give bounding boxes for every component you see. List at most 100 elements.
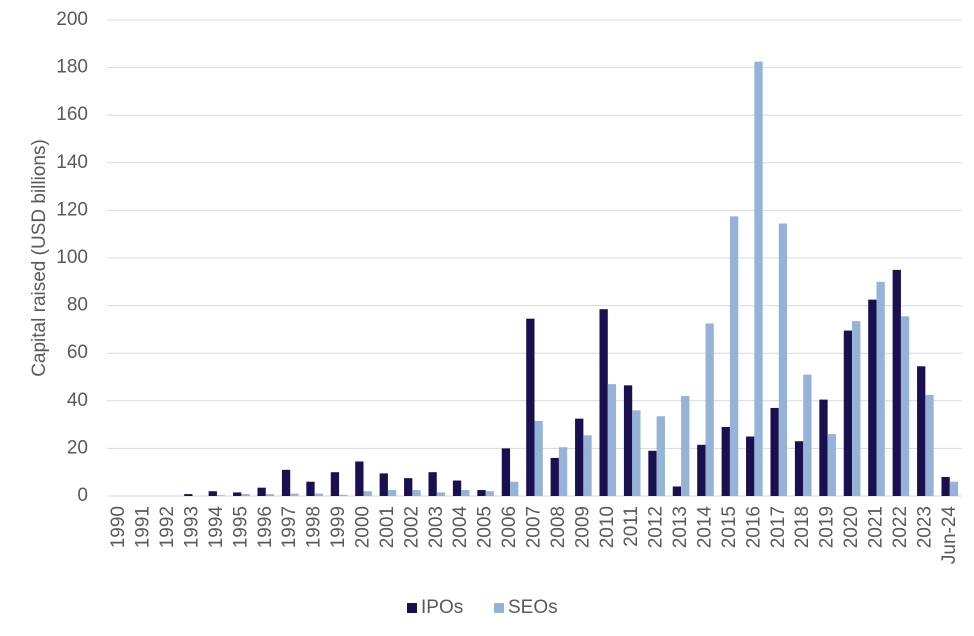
y-tick-label: 180 — [56, 57, 88, 78]
bar — [184, 494, 193, 496]
bar — [648, 450, 657, 496]
bar — [558, 447, 568, 496]
bar — [656, 416, 665, 496]
bar — [900, 316, 910, 496]
bar — [729, 216, 739, 496]
x-tick-label: 1993 — [182, 506, 203, 548]
bar — [754, 61, 763, 497]
y-tick-label: 120 — [56, 199, 88, 220]
bar — [379, 473, 388, 496]
y-tick-label: 160 — [56, 104, 88, 125]
x-tick-label: 1990 — [108, 506, 129, 548]
bar — [387, 490, 397, 496]
bar — [257, 487, 266, 496]
bar — [949, 481, 959, 496]
bar — [852, 321, 861, 496]
x-tick-label: 2010 — [597, 506, 618, 548]
y-tick-label: 0 — [77, 485, 88, 506]
x-tick-label: 2007 — [524, 506, 545, 548]
bar — [925, 394, 934, 496]
x-tick-label: 2011 — [621, 506, 642, 547]
bar — [412, 490, 421, 496]
bar — [746, 436, 755, 496]
y-tick-label: 80 — [67, 295, 88, 316]
x-tick-label: 2004 — [450, 506, 471, 549]
bar — [550, 457, 559, 496]
x-tick-label: 2023 — [914, 506, 935, 548]
x-tick-label: 2009 — [572, 506, 593, 548]
y-axis-label: Capital raised (USD billions) — [29, 139, 50, 377]
x-tick-label: 1996 — [255, 506, 276, 548]
x-tick-label: 2012 — [646, 506, 667, 548]
x-tick-label: 2020 — [841, 506, 862, 548]
x-tick-label: 2022 — [890, 506, 911, 548]
y-tick-label: 40 — [67, 390, 88, 411]
x-tick-label: 2019 — [817, 506, 838, 548]
x-tick-label: 2001 — [377, 506, 398, 548]
bar — [819, 399, 828, 496]
bar — [526, 318, 535, 496]
x-tick-label: 2018 — [792, 506, 813, 548]
bar — [241, 494, 250, 496]
x-tick-label: 1991 — [133, 506, 154, 548]
y-tick-label: 60 — [67, 342, 88, 363]
y-tick-label: 140 — [56, 152, 88, 173]
legend-swatch — [407, 603, 417, 613]
bar — [843, 330, 853, 496]
x-tick-label: 2008 — [548, 506, 569, 548]
bar — [339, 494, 348, 496]
bar — [233, 492, 242, 496]
bar — [436, 492, 446, 496]
bar — [306, 481, 315, 496]
x-tick-label: 2015 — [719, 506, 740, 548]
bar — [534, 421, 543, 496]
bar — [363, 491, 372, 496]
bar — [917, 366, 926, 496]
x-tick-label: 1995 — [230, 506, 251, 548]
x-tick-label: 2000 — [353, 506, 374, 548]
bar — [330, 472, 340, 496]
bar — [452, 480, 462, 496]
bar — [892, 269, 901, 496]
bar — [672, 486, 682, 496]
bar — [623, 385, 633, 496]
x-tick-label: 2005 — [475, 506, 496, 548]
bar — [827, 434, 836, 496]
x-tick-label: 2003 — [426, 506, 447, 548]
bar — [501, 448, 511, 496]
y-tick-label: 100 — [56, 247, 88, 268]
bar — [461, 490, 470, 496]
y-tick-label: 20 — [67, 437, 88, 458]
x-tick-label: 2002 — [401, 506, 422, 548]
bar — [632, 410, 641, 496]
bar — [794, 441, 804, 496]
bar — [868, 299, 877, 496]
bar — [721, 426, 730, 496]
x-tick-label: 1992 — [157, 506, 178, 548]
bar — [265, 494, 275, 496]
bar — [510, 481, 519, 496]
bar — [778, 223, 788, 497]
bar — [216, 495, 226, 496]
bar — [404, 478, 413, 496]
x-tick-label: Jun-24 — [939, 506, 960, 565]
bar — [697, 444, 706, 496]
bar — [355, 461, 364, 496]
bar — [477, 490, 486, 496]
bar — [314, 493, 323, 496]
x-tick-label: 2021 — [866, 506, 887, 548]
bar — [575, 418, 584, 496]
bar — [208, 491, 217, 496]
y-tick-label: 200 — [56, 9, 88, 30]
legend-label: IPOs — [421, 597, 463, 618]
x-tick-label: 2016 — [743, 506, 764, 548]
x-tick-label: 2013 — [670, 506, 691, 548]
x-tick-label: 2006 — [499, 506, 520, 548]
bar — [705, 323, 714, 496]
bar — [770, 407, 779, 496]
bar — [428, 472, 437, 496]
x-tick-label: 2014 — [695, 506, 716, 549]
bar — [803, 374, 812, 496]
bar — [876, 281, 885, 496]
